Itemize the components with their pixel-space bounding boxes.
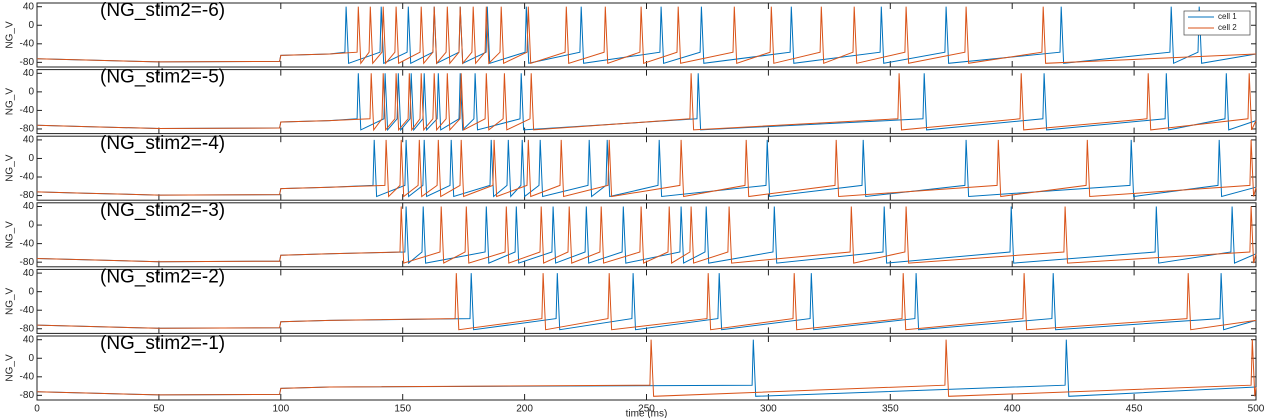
trace <box>36 339 1257 397</box>
y-axis-label: NG_V <box>5 88 16 116</box>
subplot: -80 -40 0 40 NG_V (NG_stim2=-4) <box>5 133 1257 201</box>
trace <box>36 6 1257 65</box>
y-tick-label: -80 <box>20 57 35 68</box>
chart-title: (NG_stim2=-6) <box>100 0 225 21</box>
y-tick-label: -80 <box>20 257 35 268</box>
y-axis-label: NG_V <box>5 221 16 249</box>
trace <box>36 139 1257 198</box>
trace <box>36 206 1257 265</box>
trace <box>36 73 1257 132</box>
subplot: -80 -40 0 40 NG_V (NG_stim2=-5) <box>5 67 1257 135</box>
y-tick-label: 40 <box>23 135 35 146</box>
y-tick-label: 40 <box>23 334 35 345</box>
y-tick-label: 40 <box>23 68 35 79</box>
x-tick-label: 50 <box>153 404 165 415</box>
y-tick-label: -80 <box>20 124 35 135</box>
chart-title: (NG_stim2=-2) <box>100 266 225 287</box>
y-axis-label: NG_V <box>5 154 16 182</box>
trace <box>36 73 1257 132</box>
axes-box <box>36 2 1257 68</box>
chart-title: (NG_stim2=-3) <box>100 200 225 221</box>
chart-title: (NG_stim2=-5) <box>100 67 225 88</box>
trace <box>36 206 1257 264</box>
y-axis-label: NG_V <box>5 354 16 382</box>
y-axis-label: NG_V <box>5 287 16 315</box>
y-tick-label: -40 <box>20 305 35 316</box>
y-tick-label: 40 <box>23 268 35 279</box>
legend-box <box>1183 10 1251 36</box>
legend-label: cell 1 <box>1218 12 1237 21</box>
axes-box <box>36 202 1257 268</box>
y-tick-label: -40 <box>20 238 35 249</box>
y-tick-label: 0 <box>28 220 34 231</box>
y-tick-label: -40 <box>20 105 35 116</box>
y-tick-label: -80 <box>20 323 35 334</box>
x-tick-label: 0 <box>34 404 40 415</box>
y-tick-label: -80 <box>20 390 35 401</box>
y-tick-label: 0 <box>28 20 34 31</box>
y-tick-label: -40 <box>20 38 35 49</box>
axes-box <box>36 69 1257 135</box>
x-tick-label: 150 <box>394 404 411 415</box>
y-tick-label: -40 <box>20 172 35 183</box>
y-tick-label: 0 <box>28 286 34 297</box>
trace <box>36 6 1257 65</box>
x-axis-label: time (ms) <box>626 409 668 418</box>
y-axis-label: NG_V <box>5 21 16 49</box>
x-tick-label: 200 <box>516 404 533 415</box>
x-tick-label: 400 <box>1004 404 1021 415</box>
y-tick-label: -40 <box>20 371 35 382</box>
y-tick-label: 40 <box>23 201 35 212</box>
y-tick-label: 40 <box>23 1 35 12</box>
y-tick-label: 0 <box>28 87 34 98</box>
x-tick-label: 300 <box>760 404 777 415</box>
x-tick-label: 250 <box>638 404 655 415</box>
subplot: -80 -40 0 40 NG_V (NG_stim2=-6)cell 1 cell 2 <box>5 0 1257 68</box>
y-tick-label: 0 <box>28 353 34 364</box>
trace <box>36 139 1257 198</box>
y-tick-label: -80 <box>20 190 35 201</box>
x-tick-label: 450 <box>1126 404 1143 415</box>
legend-label: cell 2 <box>1218 23 1237 32</box>
chart-title: (NG_stim2=-4) <box>100 133 225 154</box>
trace <box>36 273 1257 331</box>
x-tick-label: 500 <box>1248 404 1265 415</box>
x-tick-label: 350 <box>882 404 899 415</box>
subplot: -80 -40 0 40 NG_V (NG_stim2=-2) <box>5 266 1257 334</box>
chart-title: (NG_stim2=-1) <box>100 333 225 354</box>
subplot: -80 -40 0 40 NG_V (NG_stim2=-3) <box>5 200 1257 268</box>
x-tick-label: 100 <box>272 404 289 415</box>
y-tick-label: 0 <box>28 153 34 164</box>
